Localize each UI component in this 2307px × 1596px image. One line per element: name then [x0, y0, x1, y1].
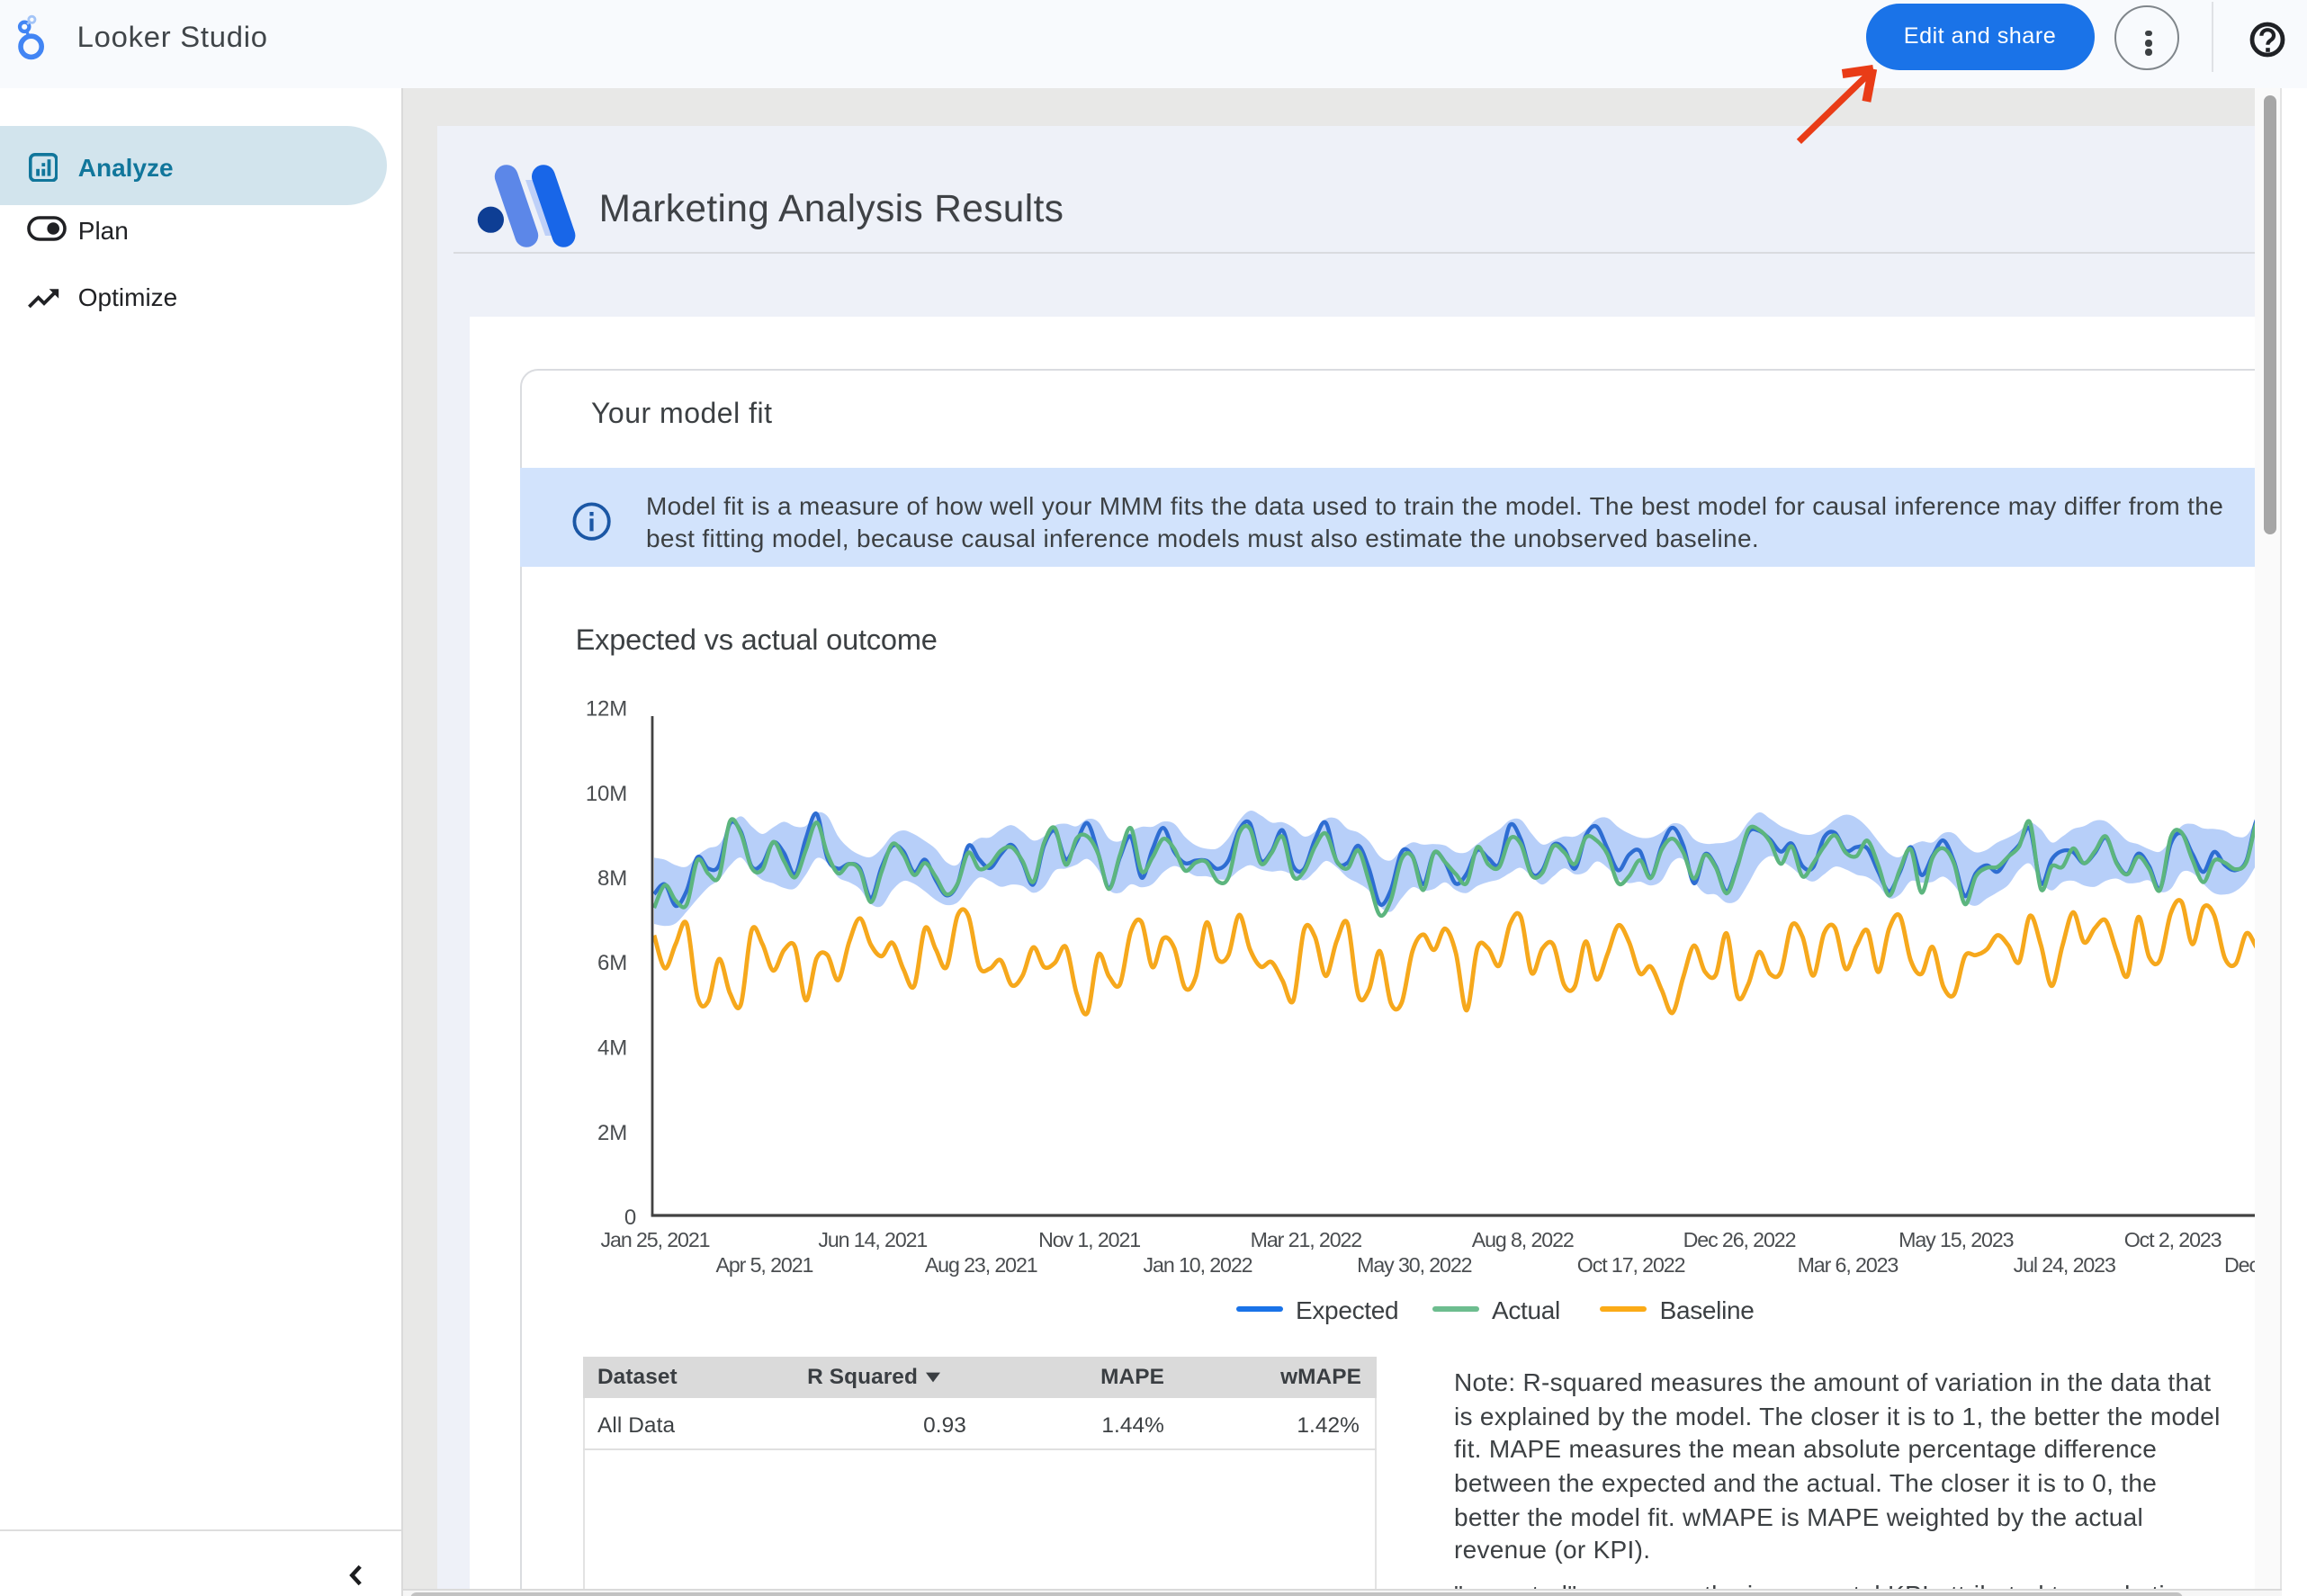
svg-text:Mar 21, 2022: Mar 21, 2022 — [1251, 1227, 1362, 1251]
svg-text:Jan 25, 2021: Jan 25, 2021 — [601, 1227, 710, 1251]
svg-text:Jul 24, 2023: Jul 24, 2023 — [2014, 1252, 2115, 1276]
svg-text:6M: 6M — [597, 950, 627, 974]
svg-text:Jan 10, 2022: Jan 10, 2022 — [1144, 1252, 1252, 1276]
svg-text:Aug 8, 2022: Aug 8, 2022 — [1472, 1227, 1574, 1251]
svg-text:8M: 8M — [597, 865, 627, 890]
svg-text:12M: 12M — [586, 696, 627, 721]
svg-text:Jun 14, 2021: Jun 14, 2021 — [818, 1227, 927, 1251]
svg-text:Apr 5, 2021: Apr 5, 2021 — [716, 1252, 813, 1276]
svg-text:May 15, 2023: May 15, 2023 — [1899, 1227, 2014, 1251]
svg-text:Oct 17, 2022: Oct 17, 2022 — [1577, 1252, 1685, 1276]
svg-text:Dec 26, 2022: Dec 26, 2022 — [1683, 1227, 1796, 1251]
svg-text:4M: 4M — [597, 1036, 627, 1060]
svg-text:2M: 2M — [597, 1120, 627, 1144]
svg-text:10M: 10M — [586, 781, 627, 805]
svg-text:May 30, 2022: May 30, 2022 — [1357, 1252, 1472, 1276]
svg-text:0: 0 — [624, 1205, 636, 1229]
svg-text:Nov 1, 2021: Nov 1, 2021 — [1038, 1227, 1140, 1251]
svg-text:Mar 6, 2023: Mar 6, 2023 — [1798, 1252, 1899, 1276]
svg-text:Oct 2, 2023: Oct 2, 2023 — [2124, 1227, 2222, 1251]
svg-text:Aug 23, 2021: Aug 23, 2021 — [925, 1252, 1037, 1276]
